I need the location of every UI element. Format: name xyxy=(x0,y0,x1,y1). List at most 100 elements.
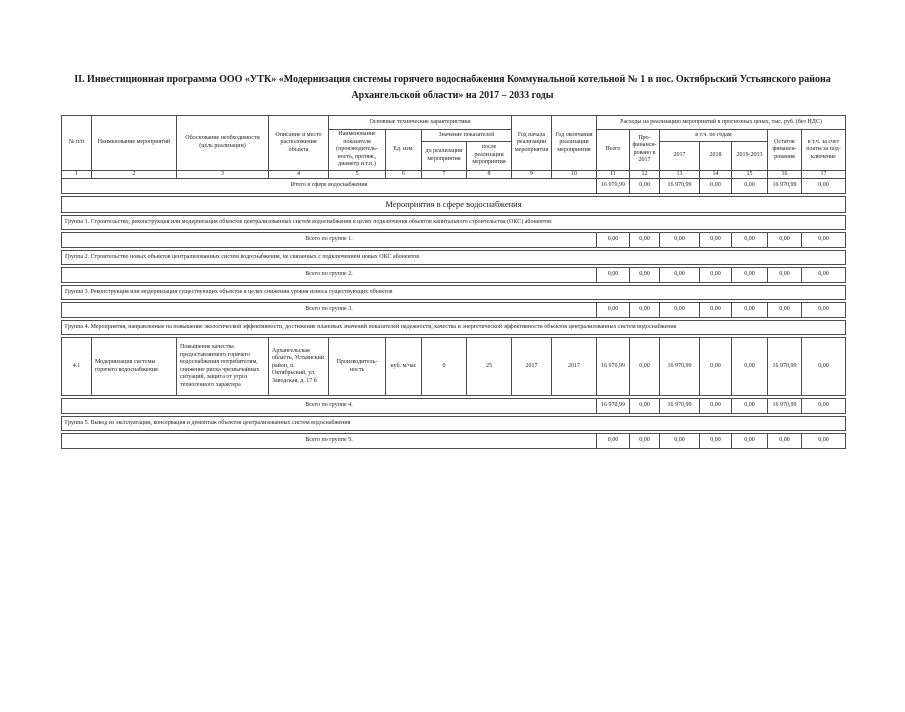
measure-after-value: 25 xyxy=(466,337,512,396)
col-header-num: № п/п xyxy=(61,115,92,171)
numbering-cell: 1 xyxy=(61,169,92,179)
numbering-cell: 5 xyxy=(328,169,386,179)
group5-value: 0,00 xyxy=(801,433,846,449)
numbering-cell: 11 xyxy=(596,169,630,179)
numbering-cell: 3 xyxy=(176,169,269,179)
group3-value: 0,00 xyxy=(731,302,768,318)
numbering-cell: 12 xyxy=(629,169,660,179)
group1-value: 0,00 xyxy=(596,232,630,248)
group5-value: 0,00 xyxy=(699,433,732,449)
group4-value: 16 970,99 xyxy=(596,398,630,414)
col-header-total: Всего xyxy=(596,129,630,171)
group4-heading: Группа 4. Мероприятия, направленные на п… xyxy=(61,320,846,335)
measure-unit: куб. м/час xyxy=(385,337,422,396)
numbering-cell: 15 xyxy=(731,169,768,179)
group4-value: 0,00 xyxy=(629,398,660,414)
group5-value: 0,00 xyxy=(767,433,802,449)
group2-heading: Группа 2. Строительство новых объектов ц… xyxy=(61,250,846,265)
document-page: II. Инвестиционная программа ООО «УТК» «… xyxy=(0,72,905,712)
group3-total-row: Всего по группе 3. 0,00 0,00 0,00 0,00 0… xyxy=(61,302,846,318)
group3-heading-row: Группа 3. Реконструкция или модернизация… xyxy=(61,285,846,300)
group2-value: 0,00 xyxy=(731,267,768,283)
col-header-justification: Обоснование необходимости (цель реализац… xyxy=(176,115,269,171)
group1-total-label: Всего по группе 1. xyxy=(61,232,597,248)
numbering-cell: 17 xyxy=(801,169,846,179)
measure-year-end: 2017 xyxy=(551,337,597,396)
total-value-total: 16 970,99 xyxy=(596,178,630,194)
total-value-connection-fee: 0,00 xyxy=(801,178,846,194)
group5-total-row: Всего по группе 5. 0,00 0,00 0,00 0,00 0… xyxy=(61,433,846,449)
total-row-label: Итого в сфере водоснабжения xyxy=(61,178,597,194)
numbering-cell: 10 xyxy=(551,169,597,179)
group1-value: 0,00 xyxy=(699,232,732,248)
numbering-cell: 16 xyxy=(767,169,802,179)
total-value-2019-2033: 0,00 xyxy=(731,178,768,194)
group3-value: 0,00 xyxy=(801,302,846,318)
col-header-before: до реализации мероприятия xyxy=(421,140,467,171)
group1-value: 0,00 xyxy=(659,232,700,248)
group3-value: 0,00 xyxy=(699,302,732,318)
measure-value: 0,00 xyxy=(699,337,732,396)
group3-value: 0,00 xyxy=(629,302,660,318)
measure-year-start: 2017 xyxy=(511,337,552,396)
numbering-cell: 2 xyxy=(91,169,177,179)
group1-value: 0,00 xyxy=(731,232,768,248)
group1-heading: Группа 1. Строительство, реконструкция и… xyxy=(61,215,846,230)
col-header-year-start: Год начала реализации мероприятия xyxy=(511,115,552,171)
group5-value: 0,00 xyxy=(629,433,660,449)
measure-value: 0,00 xyxy=(731,337,768,396)
investment-program-table: № п/п Наименование мероприятий Обоснован… xyxy=(61,115,846,449)
group2-total-row: Всего по группе 2. 0,00 0,00 0,00 0,00 0… xyxy=(61,267,846,283)
header-row-2: Наименование показателя (производитель-н… xyxy=(62,129,846,171)
group5-value: 0,00 xyxy=(596,433,630,449)
col-header-connection-fee: в т.ч. за счет платы за под-ключение xyxy=(801,129,846,171)
group3-heading: Группа 3. Реконструкция или модернизация… xyxy=(61,285,846,300)
numbering-cell: 6 xyxy=(385,169,422,179)
total-value-prefinanced: 0,00 xyxy=(629,178,660,194)
group5-heading-row: Группа 5. Вывод из эксплуатации, консерв… xyxy=(61,416,846,431)
numbering-cell: 13 xyxy=(659,169,700,179)
section-title-row: Мероприятия в сфере водоснабжения xyxy=(61,196,846,213)
header-row-3: до реализации мероприятия после реализац… xyxy=(62,140,846,171)
group1-total-row: Всего по группе 1. 0,00 0,00 0,00 0,00 0… xyxy=(61,232,846,248)
measure-value: 16 970,99 xyxy=(659,337,700,396)
col-header-years-group: в т.ч. по годам xyxy=(659,129,768,142)
col-header-2017: 2017 xyxy=(659,140,700,171)
group1-value: 0,00 xyxy=(629,232,660,248)
measure-value: 0,00 xyxy=(801,337,846,396)
measure-before-value: 0 xyxy=(421,337,467,396)
section-title: Мероприятия в сфере водоснабжения xyxy=(61,196,846,213)
column-numbering-row: 1 2 3 4 5 6 7 8 9 10 11 12 13 14 15 16 1… xyxy=(61,169,846,179)
group5-value: 0,00 xyxy=(659,433,700,449)
group4-value: 0,00 xyxy=(731,398,768,414)
numbering-cell: 9 xyxy=(511,169,552,179)
document-title: II. Инвестиционная программа ООО «УТК» «… xyxy=(74,74,831,101)
group5-value: 0,00 xyxy=(731,433,768,449)
group1-value: 0,00 xyxy=(767,232,802,248)
measure-name: Модернизация системы горячего водоснабже… xyxy=(91,337,177,396)
group2-value: 0,00 xyxy=(629,267,660,283)
group1-value: 0,00 xyxy=(801,232,846,248)
group3-total-label: Всего по группе 3. xyxy=(61,302,597,318)
col-header-2019-2033: 2019-2033 xyxy=(731,140,768,171)
col-header-year-end: Год окончания реализации мероприятия xyxy=(551,115,597,171)
numbering-cell: 7 xyxy=(421,169,467,179)
col-header-tech-group: Основные технические характеристики xyxy=(328,115,512,130)
measure-location: Архангельская область, Устьянский район,… xyxy=(268,337,329,396)
group4-value: 16 970,99 xyxy=(767,398,802,414)
total-value-2017: 16 970,99 xyxy=(659,178,700,194)
col-header-costs-group: Расходы на реализацию мероприятий в прог… xyxy=(596,115,846,130)
total-water-supply-row: Итого в сфере водоснабжения 16 970,99 0,… xyxy=(61,178,846,194)
group3-value: 0,00 xyxy=(767,302,802,318)
col-header-values-group: Значение показателей xyxy=(421,129,512,142)
measure-4-1-row: 4.1 Модернизация системы горячего водосн… xyxy=(61,337,846,396)
group2-value: 0,00 xyxy=(596,267,630,283)
col-header-after: после реализации мероприятия xyxy=(466,140,512,171)
measure-value: 16 970,99 xyxy=(596,337,630,396)
group5-total-label: Всего по группе 5. xyxy=(61,433,597,449)
total-value-2018: 0,00 xyxy=(699,178,732,194)
group2-value: 0,00 xyxy=(767,267,802,283)
col-header-indicator: Наименование показателя (производитель-н… xyxy=(328,129,386,171)
col-header-name: Наименование мероприятий xyxy=(91,115,177,171)
group2-value: 0,00 xyxy=(659,267,700,283)
